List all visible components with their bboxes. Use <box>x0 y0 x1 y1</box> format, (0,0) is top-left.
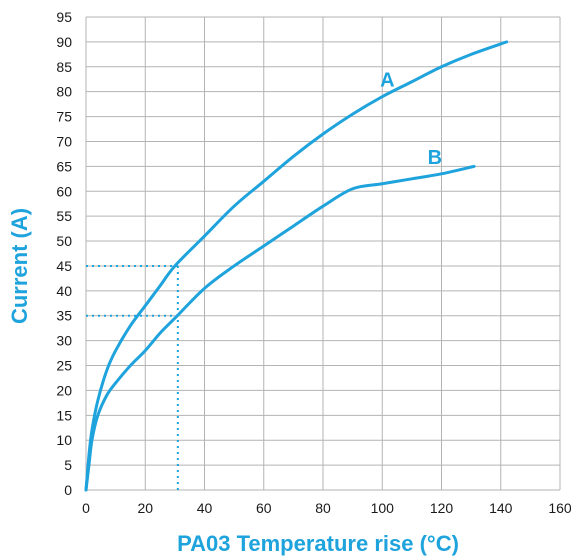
y-tick-label: 70 <box>56 133 72 149</box>
dotted-guides <box>86 264 179 490</box>
series-label-b: B <box>428 147 442 169</box>
x-tick-label: 160 <box>548 500 571 516</box>
y-tick-label: 75 <box>56 109 72 125</box>
y-tick-label: 10 <box>56 432 72 448</box>
x-tick-label: 80 <box>315 500 331 516</box>
y-tick-label: 35 <box>56 308 72 324</box>
y-tick-label: 90 <box>56 34 72 50</box>
series-line-b <box>84 164 476 492</box>
y-tick-label: 5 <box>64 457 72 473</box>
y-tick-label: 50 <box>56 233 72 249</box>
y-tick-label: 0 <box>64 482 72 498</box>
y-tick-label: 80 <box>56 84 72 100</box>
y-tick-label: 60 <box>56 183 72 199</box>
y-tick-label: 25 <box>56 358 72 374</box>
x-tick-labels: 0 20 40 60 80 100 120 140 160 <box>82 500 571 516</box>
series-line-a <box>84 40 509 492</box>
x-tick-label: 140 <box>489 500 513 516</box>
y-tick-label: 40 <box>56 283 72 299</box>
series-labels: AB <box>380 70 442 169</box>
series-group <box>84 40 509 492</box>
y-tick-label: 65 <box>56 158 72 174</box>
y-tick-labels: 0 5 10 15 20 25 30 35 40 45 50 55 60 65 70 75 80 85 90 95 <box>56 9 72 498</box>
y-tick-label: 55 <box>56 208 72 224</box>
x-tick-label: 60 <box>256 500 272 516</box>
x-tick-label: 40 <box>197 500 213 516</box>
grid-lines <box>85 16 561 491</box>
x-tick-label: 100 <box>371 500 395 516</box>
y-axis-title: Current (A) <box>7 208 32 324</box>
y-tick-label: 95 <box>56 9 72 25</box>
y-tick-label: 85 <box>56 59 72 75</box>
y-tick-label: 30 <box>56 333 72 349</box>
series-label-a: A <box>380 70 394 92</box>
y-tick-label: 20 <box>56 382 72 398</box>
x-tick-label: 20 <box>137 500 153 516</box>
x-tick-label: 0 <box>82 500 90 516</box>
x-axis-title: PA03 Temperature rise (°C) <box>177 531 459 556</box>
x-tick-label: 120 <box>430 500 454 516</box>
y-tick-label: 45 <box>56 258 72 274</box>
y-tick-label: 15 <box>56 407 72 423</box>
